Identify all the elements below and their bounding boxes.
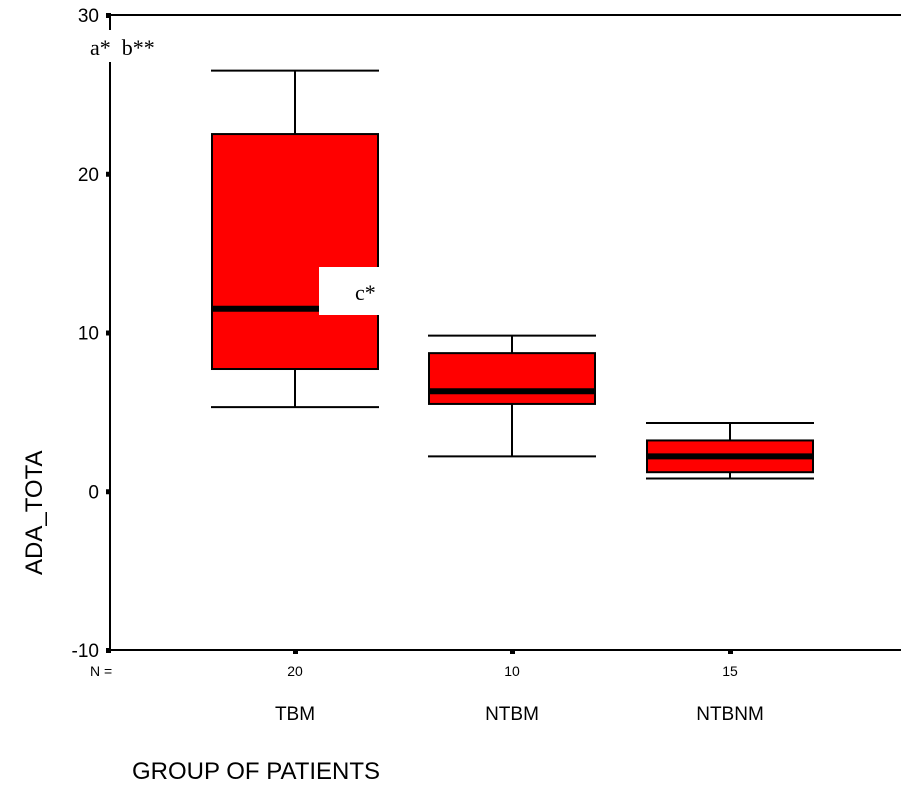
n-label: N = bbox=[90, 663, 112, 679]
y-tick-label: 0 bbox=[88, 482, 99, 503]
box-series bbox=[211, 69, 814, 480]
y-tick-label: 30 bbox=[78, 6, 99, 27]
y-tick-label: 20 bbox=[78, 165, 99, 186]
annotation-background bbox=[319, 267, 421, 315]
y-tick-label: 10 bbox=[78, 324, 99, 345]
x-tick-mark bbox=[293, 649, 298, 654]
n-value: 10 bbox=[504, 663, 520, 679]
annotation-c: c* bbox=[355, 280, 376, 305]
x-tick-mark bbox=[728, 649, 733, 654]
box-rect bbox=[211, 133, 379, 371]
x-category-label: TBM bbox=[275, 704, 315, 725]
box-ntbm bbox=[428, 334, 596, 458]
y-axis-title: ADA_TOTA bbox=[21, 451, 48, 575]
box-ntbnm bbox=[646, 421, 814, 480]
x-category-label: NTBNM bbox=[696, 704, 764, 725]
n-value: 20 bbox=[287, 663, 303, 679]
annotation-a-b: a* b** bbox=[90, 35, 155, 60]
y-tick-mark bbox=[106, 13, 111, 18]
x-axis-title: GROUP OF PATIENTS bbox=[132, 758, 380, 785]
x-tick-mark bbox=[510, 649, 515, 654]
box-rect bbox=[428, 352, 596, 405]
n-value: 15 bbox=[722, 663, 738, 679]
y-axis-ticks: -10 0 10 20 30 bbox=[72, 6, 111, 662]
y-tick-mark bbox=[106, 171, 111, 177]
x-category-label: NTBM bbox=[485, 704, 539, 725]
y-tick-label: -10 bbox=[72, 641, 99, 662]
x-axis-categories: 20 TBM 10 NTBM 15 NTBNM bbox=[275, 649, 764, 725]
box-tbm bbox=[211, 69, 379, 409]
y-tick-mark bbox=[106, 330, 111, 336]
y-tick-mark bbox=[106, 648, 111, 653]
y-tick-mark bbox=[106, 489, 111, 495]
annotation-ab-background bbox=[78, 30, 190, 62]
